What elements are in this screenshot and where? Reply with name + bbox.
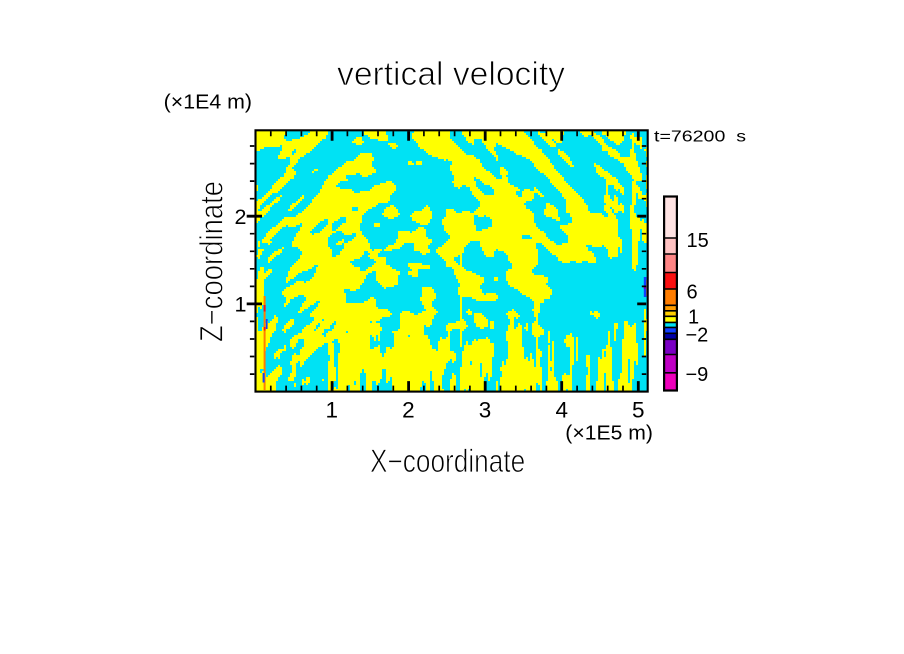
svg-text:Z−coordinate: Z−coordinate [194,181,230,342]
svg-text:4: 4 [555,398,568,423]
svg-text:6: 6 [687,282,698,304]
svg-text:15: 15 [687,230,709,252]
svg-text:5: 5 [632,398,645,423]
svg-text:(×1E5 m): (×1E5 m) [565,422,653,444]
svg-text:−9: −9 [686,364,709,386]
svg-text:1: 1 [235,293,247,317]
svg-text:−2: −2 [686,325,709,347]
svg-text:3: 3 [479,398,492,423]
svg-text:2: 2 [235,205,247,229]
svg-text:1: 1 [688,307,699,329]
svg-text:1: 1 [325,398,338,423]
svg-text:2: 2 [402,398,415,423]
svg-text:X−coordinate: X−coordinate [370,443,525,479]
svg-text:vertical velocity: vertical velocity [337,55,566,92]
svg-text:(×1E4 m): (×1E4 m) [164,92,252,114]
svg-text:t=76200 s: t=76200 s [654,129,746,146]
